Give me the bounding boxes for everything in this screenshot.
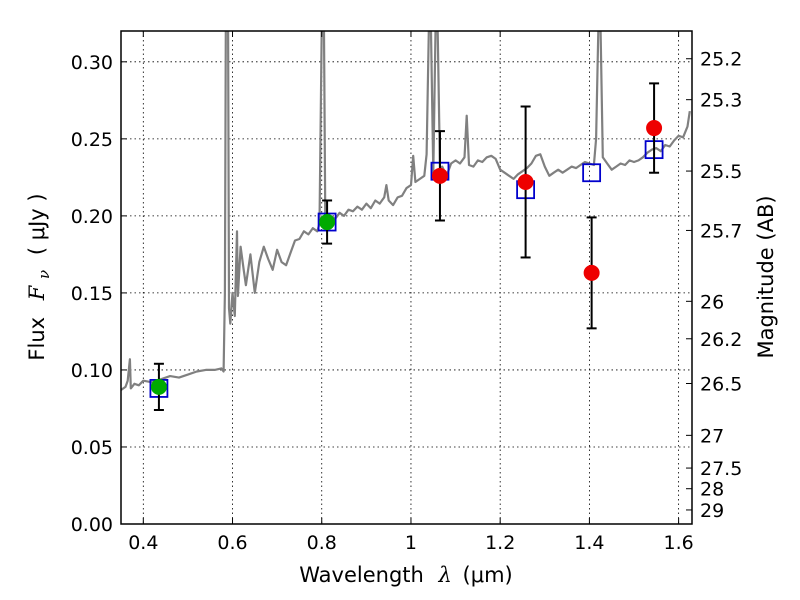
y-axis-label-subscript: ν xyxy=(35,270,53,279)
y2-tick-label: 25.3 xyxy=(700,90,742,112)
y2-axis-label: Magnitude (AB) xyxy=(754,195,778,358)
detection-point xyxy=(431,167,448,184)
y-tick-label: 0.10 xyxy=(71,360,113,382)
y-axis-label-text: Flux xyxy=(25,317,49,361)
x-tick-label: 0.6 xyxy=(217,532,247,554)
x-axis-label: Wavelength λ (μm) xyxy=(299,563,512,587)
axes-frame xyxy=(120,30,693,525)
spectrum-line xyxy=(121,31,691,391)
y-tick-label: 0.15 xyxy=(71,283,113,305)
y-tick-label: 0.20 xyxy=(71,206,113,228)
plot-area xyxy=(121,31,691,411)
x-axis-label-unit: (μm) xyxy=(463,563,513,587)
y2-tick-label: 26 xyxy=(700,291,724,313)
x-tick-label: 1.4 xyxy=(574,532,604,554)
y2-tick-label: 26.2 xyxy=(700,329,742,351)
detection-point xyxy=(646,120,663,137)
x-axis-ticks: 0.4 0.6 0.8 1 1.2 1.4 1.6 xyxy=(128,31,694,554)
y2-tick-label: 27.5 xyxy=(700,458,742,480)
y-tick-label: 0.05 xyxy=(71,437,113,459)
detection-point xyxy=(583,264,600,281)
y2-tick-label: 25.5 xyxy=(700,161,742,183)
y2-tick-label: 25.2 xyxy=(700,49,742,71)
y-axis-label: Flux F ν ( μJy ) xyxy=(25,193,54,360)
y2-tick-label: 26.5 xyxy=(700,373,742,395)
y-axis-ticks: 0.00 0.05 0.10 0.15 0.20 0.25 0.30 xyxy=(71,52,127,536)
grid-lines xyxy=(121,31,692,525)
detection-point xyxy=(319,214,336,231)
y2-tick-label: 28 xyxy=(700,479,724,501)
y-axis-label-symbol: F xyxy=(25,284,49,301)
y-axis-label-unit: ( μJy ) xyxy=(25,193,49,255)
detection-point xyxy=(517,173,534,190)
detection-point xyxy=(150,378,167,395)
x-tick-label: 1.2 xyxy=(485,532,515,554)
x-tick-label: 0.4 xyxy=(128,532,158,554)
x-tick-label: 0.8 xyxy=(307,532,337,554)
model-photometry-square xyxy=(582,163,602,183)
x-axis-label-text: Wavelength xyxy=(299,563,424,587)
x-tick-label: 1 xyxy=(405,532,417,554)
y2-tick-label: 27 xyxy=(700,425,724,447)
y-tick-label: 0.30 xyxy=(71,52,113,74)
x-axis-label-symbol: λ xyxy=(438,563,452,587)
y-tick-label: 0.00 xyxy=(71,514,113,536)
x-tick-label: 1.6 xyxy=(664,532,694,554)
y2-tick-label: 25.7 xyxy=(700,220,742,242)
y2-tick-label: 29 xyxy=(700,500,724,522)
y-tick-label: 0.25 xyxy=(71,129,113,151)
